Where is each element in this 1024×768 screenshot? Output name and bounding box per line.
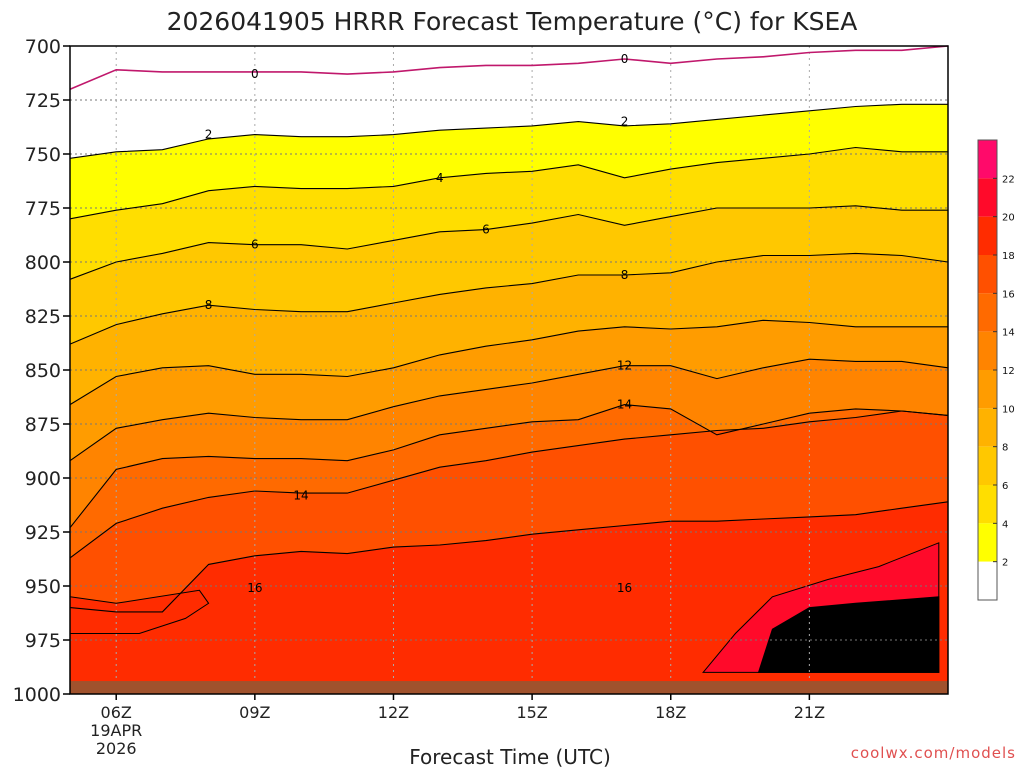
y-tick-label-850: 850	[25, 360, 61, 382]
y-tick-label-875: 875	[25, 414, 61, 436]
contour-label-6: 6	[482, 223, 490, 237]
contour-label-11: 14	[293, 488, 308, 502]
y-tick-label-825: 825	[25, 306, 61, 328]
credit-text: coolwx.com/models	[851, 744, 1016, 762]
y-tick-label-700: 700	[25, 36, 61, 58]
colorbar-label-16: 16	[1002, 289, 1015, 300]
colorbar-swatch-12_14	[978, 331, 997, 370]
y-tick-label-950: 950	[25, 576, 61, 598]
colorbar-label-8: 8	[1002, 443, 1008, 454]
isotherm-12	[69, 358, 949, 462]
isotherm-6	[69, 205, 948, 280]
y-tick-label-900: 900	[25, 468, 61, 490]
chart-title: 2026041905 HRRR Forecast Temperature (°C…	[167, 7, 858, 36]
colorbar-label-18: 18	[1002, 251, 1015, 262]
y-tick-label-725: 725	[25, 90, 61, 112]
warm-pocket-22	[757, 596, 940, 673]
isotherm-lines	[69, 45, 949, 613]
colorbar-swatch-10_12	[978, 370, 997, 409]
colorbar-swatch-above_22	[978, 140, 997, 179]
contour-label-2: 2	[205, 128, 213, 142]
colorbar-label-6: 6	[1002, 481, 1008, 492]
y-tick-label-1000: 1000	[13, 684, 61, 706]
colorbar-label-2: 2	[1002, 558, 1008, 569]
colorbar-swatch-4_6	[978, 485, 997, 524]
x-tick-sublabel-1: 2026	[96, 739, 137, 758]
ground-strip	[70, 681, 948, 694]
isotherm-10	[69, 319, 948, 406]
y-tick-label-750: 750	[25, 144, 61, 166]
axes: 7007257507758008258508759009259509751000…	[13, 36, 949, 758]
colorbar-swatch-20_22	[978, 178, 997, 217]
contour-label-0: 0	[251, 67, 259, 81]
y-tick-label-975: 975	[25, 630, 61, 652]
colorbar-label-12: 12	[1002, 366, 1015, 377]
colorbar-label-10: 10	[1002, 404, 1015, 415]
colorbar-swatch-8_10	[978, 408, 997, 447]
x-tick-label-09Z: 09Z	[239, 703, 270, 722]
colorbar-label-4: 4	[1002, 519, 1008, 530]
contour-label-1: 0	[621, 52, 629, 66]
x-tick-label-06Z: 06Z	[101, 703, 132, 722]
contour-label-3: 2	[621, 115, 629, 129]
contour-label-9: 12	[617, 359, 632, 373]
colorbar-swatch-6_8	[978, 446, 997, 485]
colorbar-label-20: 20	[1002, 213, 1015, 224]
colorbar-label-22: 22	[1002, 174, 1015, 185]
colorbar-swatch-2_4	[978, 523, 997, 562]
contour-label-12: 16	[247, 581, 262, 595]
colorbar: 22 20 18 16 14 12 10 8 6 4 2	[977, 139, 1015, 601]
contour-label-10: 14	[617, 398, 632, 412]
y-tick-label-775: 775	[25, 198, 61, 220]
y-tick-label-925: 925	[25, 522, 61, 544]
isotherm-4	[69, 146, 948, 220]
contour-label-8: 8	[621, 268, 629, 282]
contour-label-13: 16	[617, 581, 632, 595]
colorbar-label-14: 14	[1002, 328, 1015, 339]
gridlines	[70, 46, 948, 694]
isotherm-0	[69, 45, 949, 90]
contour-label-4: 4	[436, 171, 444, 185]
x-tick-label-18Z: 18Z	[655, 703, 686, 722]
x-axis-label: Forecast Time (UTC)	[409, 745, 611, 768]
colorbar-swatch-14_16	[978, 293, 997, 332]
ground-surface	[70, 681, 948, 694]
isotherm-18	[69, 501, 949, 613]
x-tick-label-12Z: 12Z	[378, 703, 409, 722]
contour-label-5: 6	[251, 238, 259, 252]
plot-area	[70, 46, 948, 694]
isotherm-2	[69, 103, 948, 159]
colorbar-swatch-0_2	[978, 561, 997, 600]
colorbar-swatch-16_18	[978, 255, 997, 294]
isotherm-14	[69, 404, 949, 529]
x-tick-label-21Z: 21Z	[794, 703, 825, 722]
x-tick-sublabel-0: 19APR	[90, 721, 142, 740]
contour-label-7: 8	[205, 298, 213, 312]
colorbar-swatch-18_20	[978, 216, 997, 255]
isotherm-8	[69, 252, 949, 345]
isotherm-16	[69, 410, 949, 559]
contour-labels: 0 0 2 2 4 6 6 8 8 12 14 14 16 16	[205, 52, 632, 595]
x-tick-label-15Z: 15Z	[516, 703, 547, 722]
y-tick-label-800: 800	[25, 252, 61, 274]
